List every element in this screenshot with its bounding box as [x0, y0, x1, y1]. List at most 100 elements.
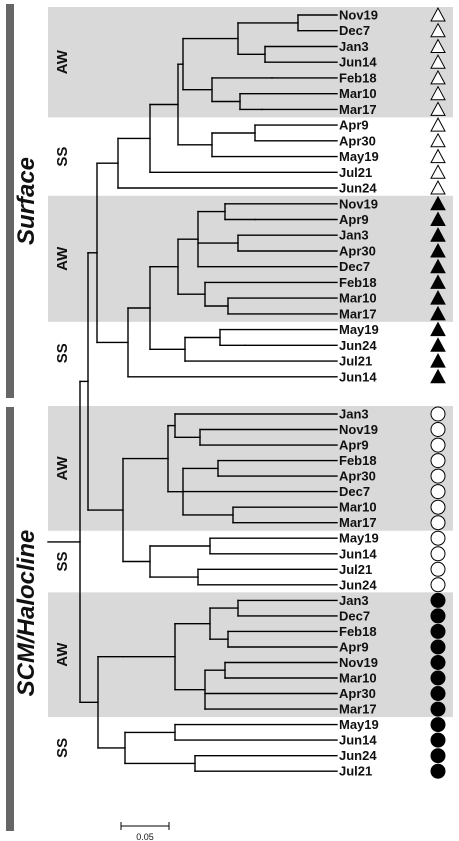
filled-triangle-marker [430, 321, 446, 337]
filled-triangle-marker [430, 227, 446, 242]
leaf-label: Jul21 [339, 354, 372, 369]
group-label: AW [54, 49, 71, 74]
leaf-label: Jan3 [339, 407, 369, 422]
leaf-label: Feb18 [339, 275, 377, 290]
leaf-markers [430, 6, 446, 779]
open-circle-marker [430, 437, 446, 453]
open-triangle-marker [430, 101, 446, 116]
scm-section-label: SCM/Halocline [13, 530, 40, 697]
leaf-label: May19 [339, 149, 379, 164]
leaf-label: Mar17 [339, 515, 377, 530]
leaf-label: Dec7 [339, 484, 370, 499]
group-label: SS [54, 343, 71, 363]
leaf-label: Jul21 [339, 764, 372, 779]
leaf-label: May19 [339, 322, 379, 337]
filled-circle-marker [430, 686, 446, 701]
leaf-label: Jun24 [339, 338, 377, 353]
leaf-label: Mar10 [339, 500, 377, 515]
leaf-label: Apr30 [339, 133, 376, 148]
dendrogram-tree [47, 14, 338, 772]
open-triangle-marker [430, 179, 446, 195]
leaf-label: Mar17 [339, 306, 377, 321]
group-shading-layer [48, 7, 453, 718]
leaf-labels: Nov19Dec7Jan3Jun14Feb18Mar10Mar17Apr9Apr… [339, 8, 379, 779]
open-circle-marker [430, 484, 446, 500]
group-band-shade [48, 406, 453, 531]
open-triangle-marker [430, 38, 446, 53]
open-circle-marker [430, 546, 446, 562]
leaf-label: Nov19 [339, 196, 378, 211]
open-circle-marker [430, 561, 446, 577]
filled-circle-marker [430, 763, 446, 779]
leaf-label: Apr9 [339, 118, 369, 133]
group-label: SS [54, 738, 71, 758]
filled-circle-marker [430, 670, 446, 686]
leaf-label: Dec7 [339, 608, 370, 623]
open-triangle-marker [430, 54, 446, 69]
section-bars [6, 4, 14, 831]
group-label: AW [54, 455, 71, 480]
leaf-label: Apr9 [339, 640, 369, 655]
filled-triangle-marker [430, 368, 446, 384]
group-band-shade [48, 7, 453, 118]
leaf-label: Jun14 [339, 546, 377, 561]
leaf-label: Apr30 [339, 469, 376, 484]
filled-circle-marker [430, 639, 446, 655]
filled-triangle-marker [430, 258, 446, 274]
open-circle-marker [430, 499, 446, 515]
leaf-label: Apr30 [339, 686, 376, 701]
filled-circle-marker [430, 655, 446, 670]
leaf-label: May19 [339, 531, 379, 546]
open-circle-marker [430, 468, 446, 484]
surface-section-bar [6, 4, 14, 398]
filled-circle-marker [430, 608, 446, 624]
leaf-label: Apr30 [339, 244, 376, 259]
filled-triangle-marker [430, 242, 446, 258]
group-label: AW [54, 642, 71, 667]
open-circle-marker [430, 422, 446, 437]
leaf-label: Apr9 [339, 438, 369, 453]
leaf-label: Mar10 [339, 671, 377, 686]
leaf-label: Jan3 [339, 593, 369, 608]
leaf-label: Apr9 [339, 212, 369, 227]
open-triangle-marker [430, 132, 446, 148]
leaf-label: Jun24 [339, 181, 377, 196]
leaf-label: Jun14 [339, 733, 377, 748]
open-triangle-marker [430, 6, 446, 22]
open-triangle-marker [430, 148, 446, 164]
filled-triangle-marker [430, 195, 446, 211]
filled-circle-marker [430, 701, 446, 717]
filled-circle-marker [430, 592, 446, 608]
open-circle-marker [430, 406, 446, 422]
section-labels: Surface SCM/Halocline [13, 157, 40, 696]
leaf-label: Jul21 [339, 165, 372, 180]
leaf-label: Nov19 [339, 655, 378, 670]
open-triangle-marker [430, 69, 446, 85]
leaf-label: Jun24 [339, 748, 377, 763]
leaf-label: Jun14 [339, 369, 377, 384]
leaf-label: Feb18 [339, 453, 377, 468]
leaf-label: May19 [339, 717, 379, 732]
leaf-label: Mar17 [339, 102, 377, 117]
open-triangle-marker [430, 22, 446, 38]
open-circle-marker [430, 577, 446, 593]
leaf-label: Nov19 [339, 8, 378, 23]
open-circle-marker [430, 515, 446, 531]
filled-triangle-marker [430, 211, 446, 226]
filled-triangle-marker [430, 353, 446, 368]
scale-bar: 0.05 [120, 822, 170, 841]
leaf-label: Jul21 [339, 562, 372, 577]
open-triangle-marker [430, 117, 446, 132]
open-triangle-marker [430, 85, 446, 101]
leaf-label: Feb18 [339, 70, 377, 85]
leaf-label: Jan3 [339, 228, 369, 243]
leaf-label: Nov19 [339, 422, 378, 437]
filled-triangle-marker [430, 290, 446, 305]
surface-section-label: Surface [13, 157, 40, 245]
leaf-label: Mar10 [339, 86, 377, 101]
group-label: SS [54, 551, 71, 571]
group-label: AW [54, 246, 71, 271]
filled-circle-marker [430, 748, 446, 764]
group-band-shade [48, 592, 453, 718]
